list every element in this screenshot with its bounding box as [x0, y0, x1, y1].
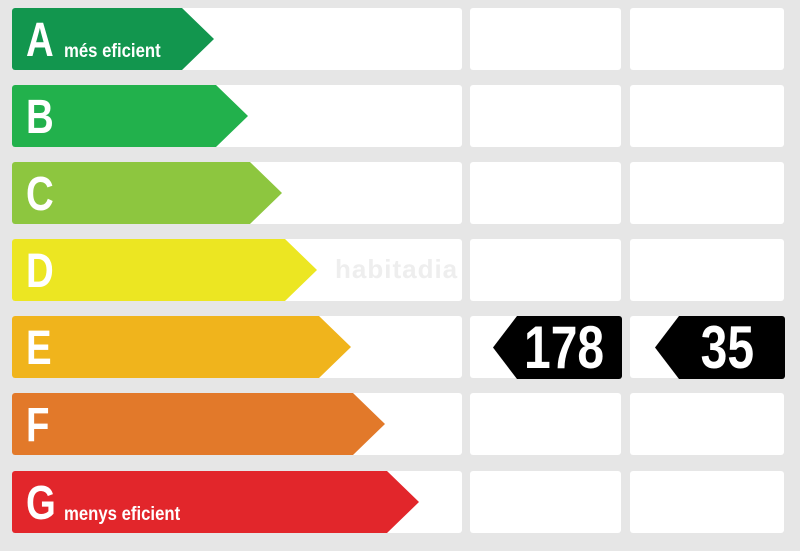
grid-cell: [470, 393, 621, 455]
rating-letter: C: [26, 168, 54, 221]
rating-bar-e: E: [12, 316, 351, 378]
rating-letter: D: [26, 245, 54, 298]
watermark: habitadia: [335, 254, 459, 284]
rating-letter: A: [26, 14, 54, 67]
rating-caption: més eficient: [64, 41, 161, 62]
grid-cell: [630, 162, 784, 224]
rating-bar-b: B: [12, 85, 248, 147]
grid-cell: [630, 8, 784, 70]
rating-letter: B: [26, 91, 54, 144]
rating-bar-f: F: [12, 393, 385, 455]
grid-cell: [630, 393, 784, 455]
rating-letter: E: [26, 322, 52, 375]
grid-cell: [630, 85, 784, 147]
rating-caption: menys eficient: [64, 504, 181, 525]
rating-letter: F: [26, 399, 50, 452]
grid-cell: [470, 8, 621, 70]
grid-cell: [630, 239, 784, 301]
emissions-value: 35: [700, 314, 754, 381]
consumption-indicator: 178: [493, 316, 622, 379]
rating-bar-d: D: [12, 239, 317, 301]
emissions-indicator: 35: [655, 316, 785, 379]
grid-cell: [470, 85, 621, 147]
grid-cell: [470, 471, 621, 533]
consumption-value: 178: [524, 314, 605, 381]
rating-letter: G: [26, 477, 56, 530]
rating-bar-c: C: [12, 162, 282, 224]
grid-cell: [630, 471, 784, 533]
grid-cell: [470, 239, 621, 301]
grid-cell: [470, 162, 621, 224]
